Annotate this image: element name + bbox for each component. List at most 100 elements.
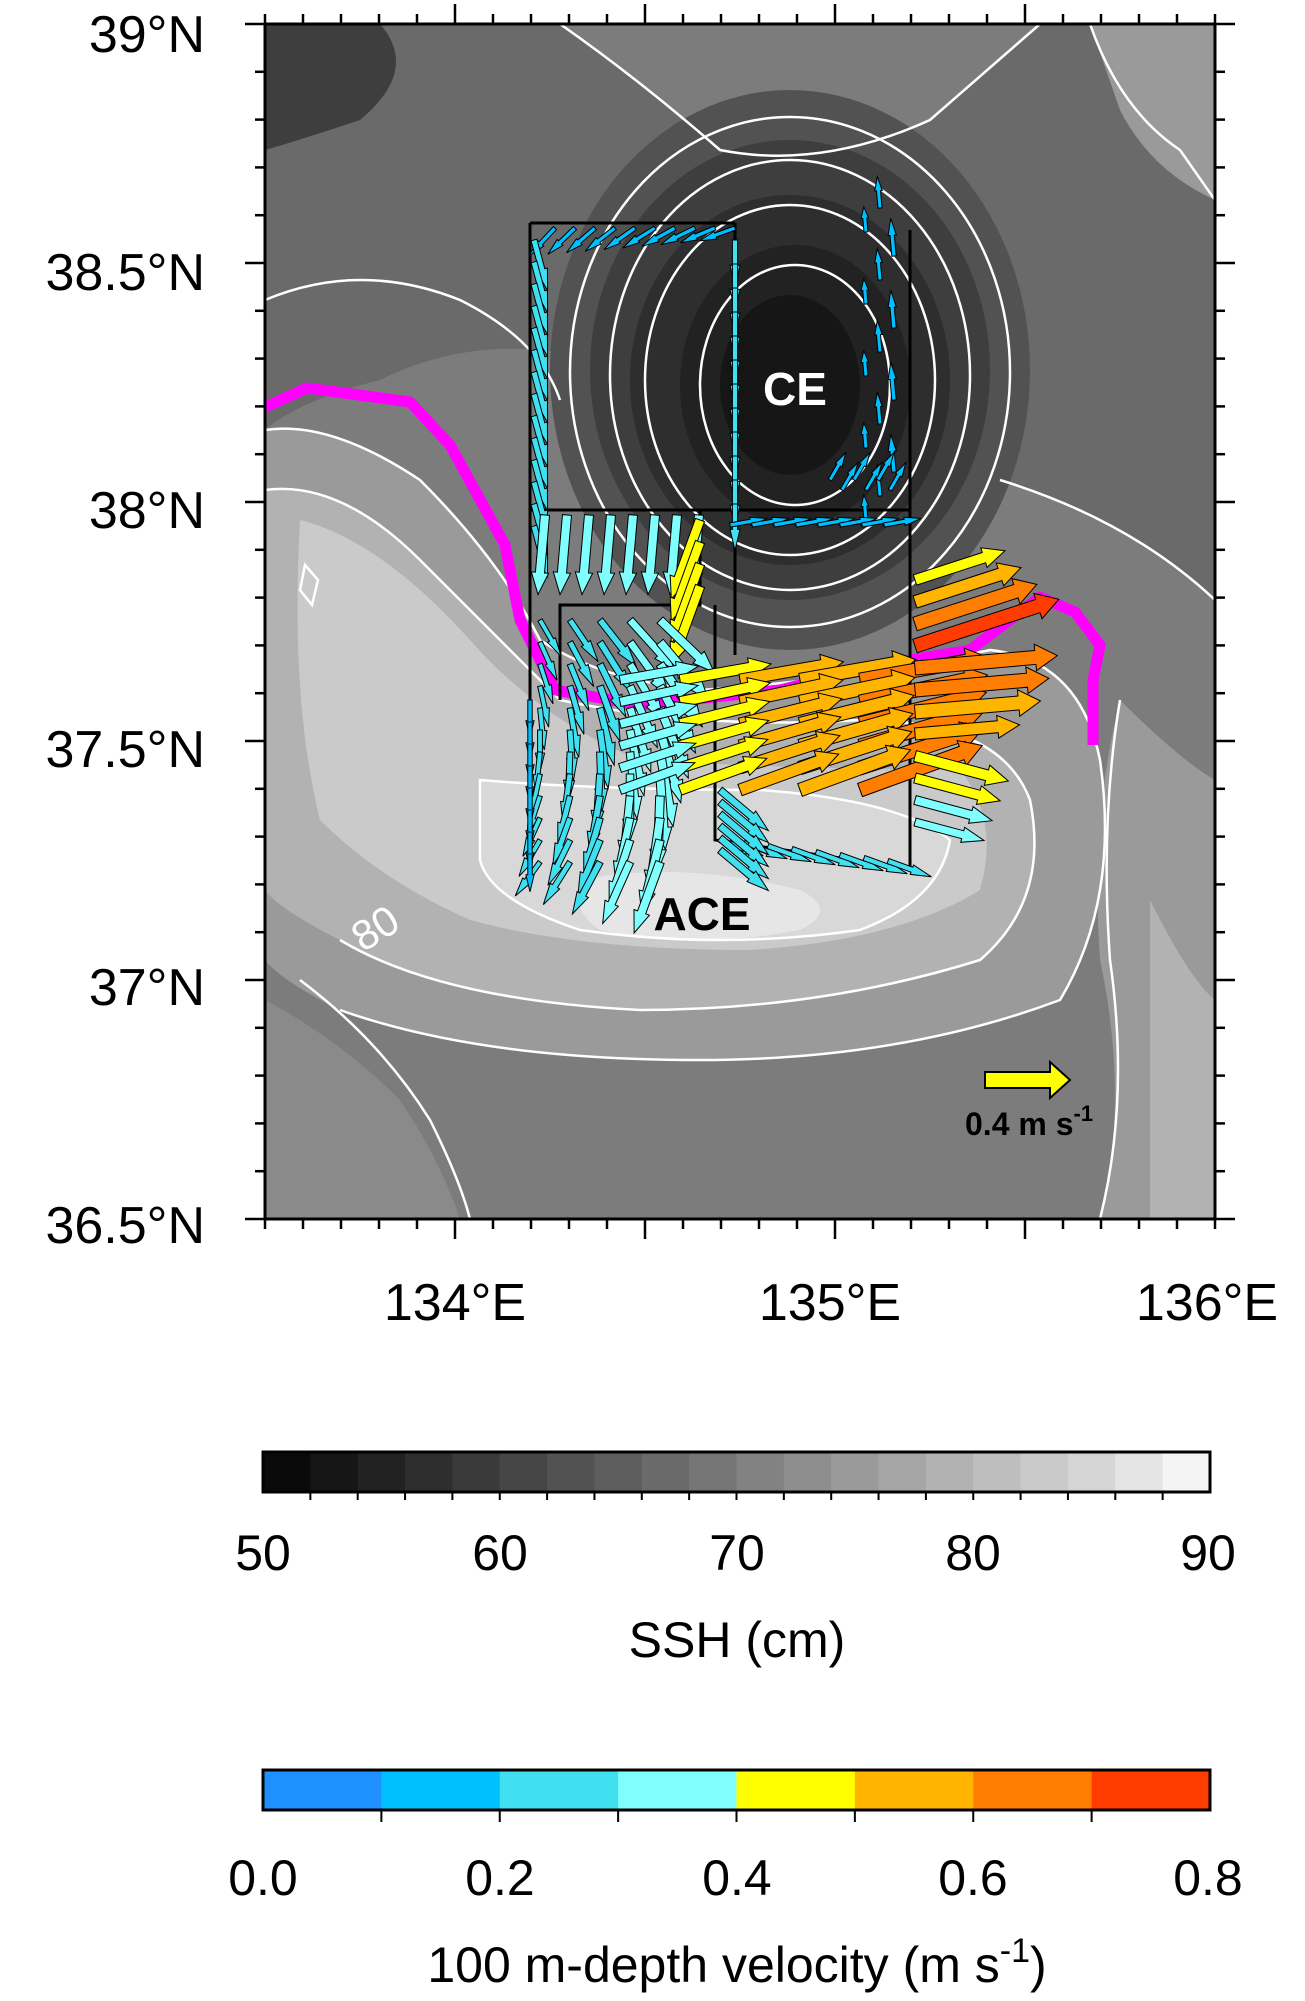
ssh-colorbar-tick-label: 90 bbox=[1180, 1525, 1236, 1581]
velocity-arrow bbox=[887, 461, 907, 492]
velocity-arrow bbox=[618, 660, 700, 686]
ssh-colorbar-swatch bbox=[263, 1452, 311, 1492]
ssh-colorbar-swatch bbox=[1067, 1452, 1116, 1492]
x-tick-label: 135°E bbox=[759, 1274, 901, 1332]
velocity-arrow bbox=[530, 514, 551, 596]
ssh-colorbar-frame bbox=[261, 1450, 1212, 1494]
velocity-arrow bbox=[860, 205, 870, 233]
velocity-arrow bbox=[633, 859, 665, 935]
ssh-colorbar-swatch bbox=[1162, 1452, 1211, 1492]
velocity-arrow bbox=[913, 666, 1050, 698]
velocity-arrow bbox=[566, 617, 599, 663]
ssh-colorbar-swatch bbox=[594, 1452, 643, 1492]
velocity-arrow bbox=[547, 838, 574, 886]
velocity-arrow bbox=[797, 744, 912, 797]
velocity-arrow bbox=[618, 514, 639, 596]
ssh-colorbar-swatch bbox=[547, 1452, 596, 1492]
reference-vector-label: 0.4 m s-1 bbox=[965, 1101, 1093, 1142]
velocity-arrow bbox=[640, 514, 661, 596]
velocity-arrow bbox=[887, 362, 897, 401]
velocity-arrow bbox=[677, 716, 770, 752]
velocity-colorbar-title: 100 m-depth velocity (m s-1) bbox=[427, 1932, 1046, 1993]
velocity-arrow bbox=[571, 859, 604, 916]
velocity-arrow bbox=[537, 640, 558, 681]
velocity-arrow bbox=[874, 174, 883, 209]
ssh-colorbar-swatch bbox=[973, 1452, 1022, 1492]
ssh-colorbar-swatch bbox=[689, 1452, 738, 1492]
velocity-arrow bbox=[887, 290, 897, 329]
velocity-arrow bbox=[584, 225, 617, 252]
velocity-arrow bbox=[913, 714, 1021, 741]
velocity-arrow bbox=[886, 857, 932, 878]
ssh-colorbar-tick-label: 70 bbox=[709, 1525, 765, 1581]
map-tick-marks bbox=[245, 4, 1235, 1239]
velocity-arrow bbox=[913, 772, 1002, 806]
velocity-colorbar-swatch bbox=[381, 1770, 501, 1810]
velocity-arrow bbox=[542, 859, 574, 906]
velocity-colorbar-swatch bbox=[499, 1770, 619, 1810]
velocity-colorbar-frame bbox=[261, 1768, 1212, 1812]
velocity-arrow bbox=[566, 684, 585, 735]
velocity-arrow bbox=[883, 516, 922, 528]
velocity-arrow bbox=[887, 434, 897, 473]
velocity-arrow bbox=[677, 736, 770, 774]
velocity-arrow bbox=[716, 798, 770, 844]
velocity-arrow bbox=[860, 349, 870, 377]
velocity-arrow bbox=[856, 739, 984, 798]
velocity-arrow bbox=[537, 618, 562, 657]
velocity-arrow bbox=[912, 577, 1038, 632]
velocity-arrow bbox=[537, 662, 554, 705]
velocity-arrow bbox=[660, 225, 697, 246]
velocity-arrow bbox=[887, 218, 897, 257]
y-tick-label: 38°N bbox=[89, 482, 205, 540]
ssh-colorbar-swatch bbox=[1020, 1452, 1069, 1492]
velocity-arrow bbox=[566, 662, 590, 711]
velocity-title-main: 100 m-depth velocity (m s bbox=[427, 1937, 999, 1993]
velocity-arrow bbox=[795, 516, 834, 528]
ssh-colorbar-swatch bbox=[925, 1452, 974, 1492]
velocity-colorbar-swatch bbox=[973, 1770, 1093, 1810]
ssh-colorbar-swatch bbox=[310, 1452, 359, 1492]
ssh-colorbar-swatch bbox=[831, 1452, 880, 1492]
ssh-colorbar-tick-label: 60 bbox=[472, 1525, 528, 1581]
velocity-arrow bbox=[552, 514, 573, 596]
map-frame bbox=[263, 22, 1217, 1221]
velocity-arrow bbox=[716, 846, 770, 892]
velocity-arrow bbox=[678, 696, 771, 730]
velocity-colorbar-swatch bbox=[736, 1770, 856, 1810]
y-tick-label: 37°N bbox=[89, 959, 205, 1017]
velocity-arrow bbox=[566, 225, 598, 254]
y-tick-label: 38.5°N bbox=[45, 244, 205, 302]
velocity-arrow bbox=[751, 516, 790, 528]
x-tick-label: 134°E bbox=[384, 1274, 526, 1332]
velocity-arrow bbox=[874, 390, 883, 425]
ssh-colorbar-title: SSH (cm) bbox=[629, 1612, 846, 1668]
velocity-colorbar-swatch bbox=[1091, 1770, 1211, 1810]
velocity-arrow bbox=[913, 688, 1042, 720]
velocity-arrow bbox=[656, 616, 716, 674]
velocity-arrow bbox=[574, 514, 595, 596]
velocity-arrow bbox=[912, 547, 1007, 586]
ssh-colorbar-swatch bbox=[405, 1452, 453, 1492]
velocity-arrow bbox=[839, 516, 878, 528]
velocity-colorbar-tick-label: 0.2 bbox=[465, 1850, 535, 1906]
velocity-arrow bbox=[773, 516, 812, 528]
velocity-arrow bbox=[827, 451, 847, 482]
velocity-arrow bbox=[716, 834, 770, 880]
velocity-arrow bbox=[817, 516, 856, 528]
velocity-arrow bbox=[603, 225, 637, 251]
velocity-arrow bbox=[679, 225, 717, 244]
reference-vector-arrow bbox=[984, 1059, 1072, 1101]
velocity-arrow bbox=[617, 761, 697, 795]
y-tick-label: 37.5°N bbox=[45, 721, 205, 779]
y-tick-label: 39°N bbox=[89, 6, 205, 64]
velocity-arrow bbox=[525, 853, 535, 892]
ssh-colorbar-swatch bbox=[499, 1452, 548, 1492]
velocity-arrow bbox=[729, 516, 768, 528]
velocity-arrow bbox=[912, 750, 1010, 787]
velocity-arrow bbox=[699, 225, 737, 242]
ssh-colorbar-tick-label: 50 bbox=[235, 1525, 291, 1581]
velocity-arrow bbox=[860, 277, 870, 305]
velocity-arrow bbox=[716, 786, 770, 832]
